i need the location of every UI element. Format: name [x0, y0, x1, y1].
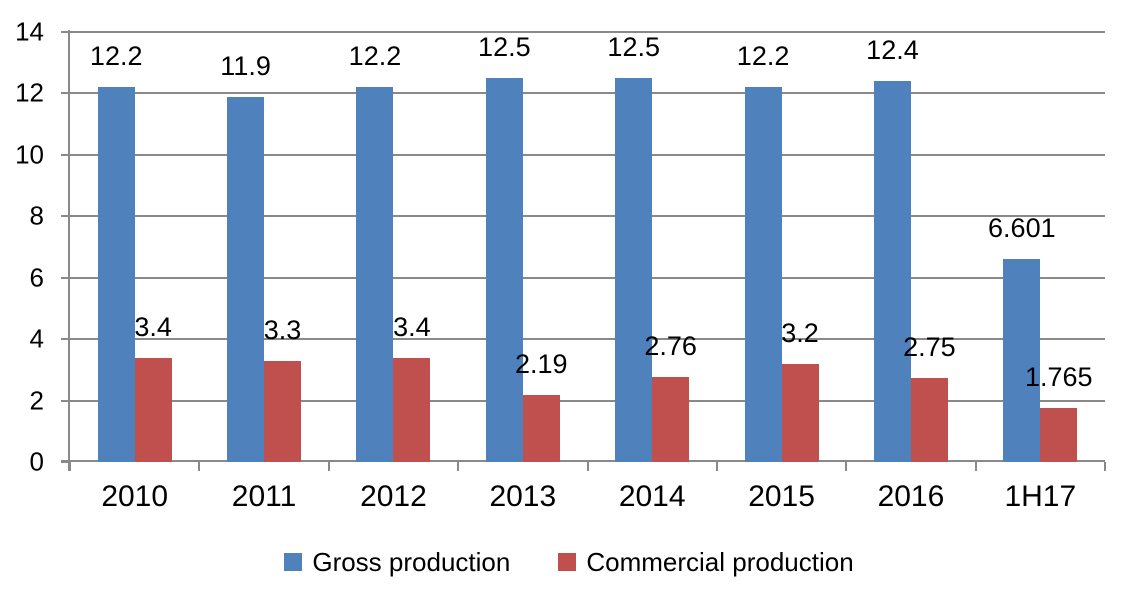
x-axis-tick-8: [1104, 462, 1106, 471]
gridline-y-14: [70, 31, 1105, 33]
bar-gross-production-2016: [873, 81, 911, 462]
gridline-y-6: [70, 276, 1105, 279]
y-axis-tick-6: [61, 276, 70, 279]
bar-commercial-production-2012: [393, 357, 431, 462]
x-axis-label-2012: 2012: [360, 480, 427, 513]
bar-gross-production-2013: [485, 78, 523, 462]
x-axis-label-1h17: 1H17: [1004, 480, 1077, 513]
bar-label-commercial-production-2010: 3.4: [134, 311, 172, 342]
y-axis-tick-label-8: 8: [29, 200, 44, 231]
x-axis-tick-4: [586, 462, 589, 471]
bar-label-gross-production-2014: 12.5: [607, 32, 660, 63]
y-axis-tick-label-2: 2: [29, 385, 44, 416]
bar-gross-production-2012: [356, 87, 394, 462]
y-axis-tick-12: [61, 92, 70, 95]
y-axis-tick-14: [61, 31, 70, 33]
y-axis-tick-label-0: 0: [29, 446, 44, 477]
bar-label-gross-production-2015: 12.2: [736, 41, 790, 72]
x-axis-tick-2: [327, 462, 330, 471]
legend-marker-commercial-production-icon: [558, 553, 577, 571]
bar-commercial-production-2015: [781, 363, 819, 462]
bar-gross-production-2010: [97, 87, 135, 462]
y-axis-line: [68, 30, 70, 471]
bar-gross-production-2015: [744, 87, 782, 462]
bar-label-gross-production-2010: 12.2: [89, 41, 143, 72]
x-axis-label-2013: 2013: [489, 480, 557, 513]
legend-label-commercial-production: Commercial production: [586, 547, 854, 577]
bar-gross-production-2014: [615, 78, 653, 462]
bar-label-gross-production-2012: 12.2: [348, 41, 402, 72]
x-axis-tick-5: [715, 462, 718, 471]
bar-commercial-production-2011: [264, 360, 302, 462]
y-axis-tick-2: [61, 399, 70, 402]
x-axis-label-2015: 2015: [748, 480, 815, 513]
legend-item-gross-production: Gross production: [284, 549, 510, 575]
bar-label-commercial-production-2014: 2.76: [644, 331, 697, 362]
gridline-y-12: [70, 92, 1105, 95]
bar-label-commercial-production-2015: 3.2: [781, 317, 819, 348]
bar-commercial-production-2013: [522, 394, 560, 462]
y-axis-tick-8: [61, 215, 70, 218]
legend-item-commercial-production: Commercial production: [558, 547, 854, 577]
legend: Gross production Commercial production: [0, 544, 1138, 580]
bar-label-commercial-production-2012: 3.4: [393, 311, 431, 342]
x-axis-tick-3: [457, 462, 460, 471]
bar-commercial-production-1h17: [1040, 407, 1078, 462]
bar-gross-production-1h17: [1003, 259, 1041, 462]
gridline-y-10: [70, 153, 1105, 156]
gridline-y-2: [70, 399, 1105, 402]
y-axis-tick-10: [61, 153, 70, 156]
legend-label-gross-production: Gross production: [312, 547, 511, 577]
y-axis-tick-0: [61, 461, 70, 463]
bar-gross-production-2011: [227, 96, 265, 462]
bar-label-gross-production-1h17: 6.601: [988, 213, 1056, 244]
y-axis-tick-4: [61, 338, 70, 341]
x-axis-line: [61, 460, 1105, 462]
y-axis-tick-label-14: 14: [15, 16, 44, 47]
bar-label-commercial-production-2016: 2.75: [903, 331, 956, 362]
x-axis-label-2016: 2016: [877, 480, 945, 513]
bar-label-commercial-production-2013: 2.19: [515, 348, 568, 379]
gridline-y-8: [70, 215, 1105, 218]
x-axis-tick-1: [198, 462, 201, 471]
y-axis-tick-label-4: 4: [29, 323, 44, 354]
bar-label-commercial-production-2011: 3.3: [263, 314, 302, 345]
gridline-y-4: [70, 338, 1105, 341]
bar-commercial-production-2014: [652, 377, 690, 462]
bar-label-gross-production-2016: 12.4: [866, 35, 919, 66]
y-axis-tick-label-12: 12: [15, 77, 44, 108]
bar-commercial-production-2016: [910, 377, 948, 462]
x-axis-label-2014: 2014: [618, 480, 686, 513]
bar-commercial-production-2010: [134, 357, 172, 462]
x-axis-tick-0: [69, 462, 71, 471]
bar-label-gross-production-2013: 12.5: [478, 32, 531, 63]
bar-label-commercial-production-1h17: 1.765: [1024, 361, 1093, 392]
y-axis-tick-label-10: 10: [15, 139, 44, 170]
y-axis-tick-label-6: 6: [29, 262, 44, 293]
bar-label-gross-production-2011: 11.9: [220, 50, 271, 81]
x-axis-tick-7: [974, 462, 977, 471]
x-axis-tick-6: [845, 462, 848, 471]
x-axis-label-2010: 2010: [101, 480, 169, 513]
legend-marker-gross-production-icon: [284, 553, 303, 571]
x-axis-label-2011: 2011: [231, 480, 297, 513]
